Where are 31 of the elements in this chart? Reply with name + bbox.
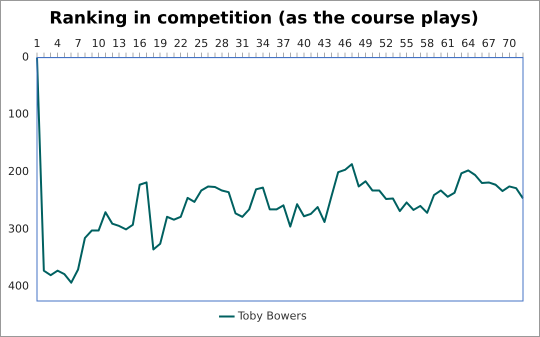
x-tick-label: 13 [112,36,126,50]
x-tick-label: 19 [153,36,168,50]
legend-label: Toby Bowers [236,309,307,322]
x-tick-label: 46 [338,36,352,50]
y-tick-label: 200 [8,165,29,178]
x-tick-label: 22 [174,36,188,50]
x-tick-label: 37 [276,36,290,50]
y-tick-label: 0 [22,50,29,64]
x-tick-label: 58 [420,36,434,50]
chart-title: Ranking in competition (as the course plays) [49,8,479,29]
x-tick-label: 49 [358,36,373,50]
x-tick-label: 64 [461,36,476,50]
x-tick-label: 67 [482,36,496,50]
x-tick-label: 7 [74,36,82,50]
x-tick-label: 1 [33,36,40,50]
x-tick-label: 43 [317,36,332,50]
x-tick-label: 40 [296,36,311,50]
x-tick-label: 55 [400,36,414,50]
x-tick-label: 31 [235,36,250,50]
x-tick-label: 70 [502,36,516,50]
x-tick-label: 4 [54,36,62,50]
x-tick-label: 61 [440,36,455,50]
x-tick-label: 10 [92,36,106,50]
y-tick-label: 100 [8,108,29,121]
y-tick-label: 300 [8,222,29,236]
x-tick-label: 25 [194,36,208,50]
x-tick-label: 28 [214,36,229,50]
x-tick-label: 52 [379,36,394,50]
x-tick-label: 16 [132,36,147,50]
y-tick-label: 400 [8,280,29,293]
x-tick-label: 34 [256,36,270,50]
